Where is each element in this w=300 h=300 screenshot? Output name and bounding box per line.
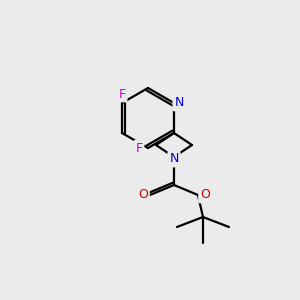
Text: F: F: [135, 142, 142, 154]
Text: N: N: [169, 152, 179, 166]
Text: F: F: [118, 88, 126, 100]
Text: N: N: [174, 97, 184, 110]
Text: O: O: [200, 188, 210, 202]
Text: O: O: [138, 188, 148, 202]
